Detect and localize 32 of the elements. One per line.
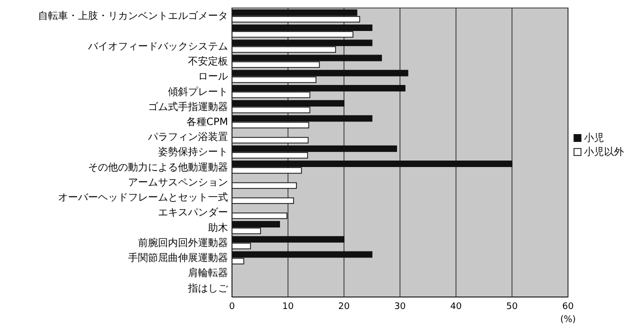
bar (232, 212, 288, 220)
y-tick-label: 手関節屈曲伸展運動器 (128, 252, 228, 264)
y-tick-label: 助木 (208, 222, 228, 234)
y-tick-label: バイオフィードバックシステム (87, 41, 228, 52)
legend-label: 小児以外 (584, 146, 624, 158)
y-tick-label: ゴム式手指運動器 (148, 100, 228, 113)
y-tick-label: 姿勢保持シート (158, 146, 228, 158)
y-tick-label: 自転車・上肢・リカンベントエルゴメータ (38, 10, 228, 22)
y-tick-label: ロール (198, 72, 228, 83)
y-tick-label: 各種CPM (186, 117, 228, 128)
x-tick-label: 10 (282, 302, 294, 312)
x-tick-label: 40 (450, 302, 462, 312)
x-tick-label: 0 (229, 302, 236, 312)
legend-label: 小児 (584, 132, 604, 144)
y-tick-label: その他の動力による他動運動器 (88, 161, 228, 174)
bar (232, 136, 309, 144)
y-tick-label: 指はしご (187, 282, 229, 294)
bar (232, 182, 297, 189)
y-tick-label: オーバーヘッドフレームとセット一式 (58, 192, 228, 204)
x-tick-label: 20 (338, 302, 350, 312)
y-tick-label: アームサスペンション (128, 177, 228, 188)
bar (232, 197, 294, 204)
x-axis-title: (%) (560, 315, 576, 325)
y-tick-label: エキスパンダー (158, 206, 228, 219)
y-tick-label: 前腕回内回外運動器 (138, 236, 228, 249)
y-tick-label: パラフィン浴装置 (147, 131, 228, 144)
x-tick-label: 30 (394, 302, 406, 312)
y-tick-label: 傾斜プレート (168, 86, 228, 98)
x-tick-label: 60 (562, 302, 574, 312)
x-tick-label: 50 (506, 302, 518, 312)
y-tick-label: 不安定板 (188, 56, 228, 68)
y-tick-label: 肩輪転器 (188, 267, 228, 280)
